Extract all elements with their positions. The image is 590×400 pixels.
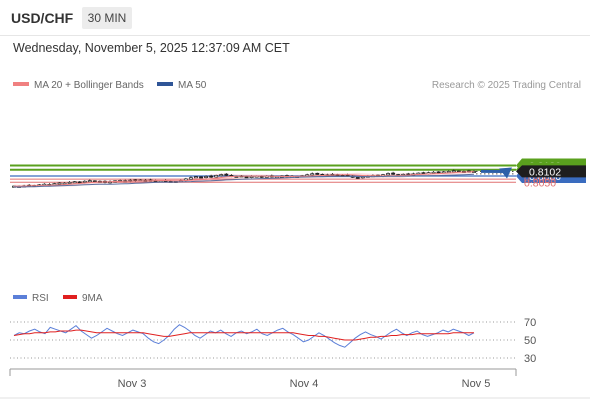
legend-ma50: MA 50 [157,80,206,91]
candle-body [386,173,391,176]
candle-body [72,181,77,184]
candle-body [57,182,62,185]
candle-body [310,173,315,176]
candle-body [214,175,219,178]
candle-body [244,176,249,179]
candle-body [67,181,72,184]
candle-body [315,172,320,175]
rsi-tick-label: 50 [524,335,536,347]
candle-body [421,172,426,175]
rsi-line [13,324,475,348]
x-tick-label: Nov 3 [118,378,147,390]
legend-rsi-label: RSI [32,293,49,304]
legend-rsi: RSI [13,293,49,304]
rsi-ma-line [13,329,474,341]
candle-body [355,176,360,179]
projection-arrow-head [499,167,512,179]
symbol-title: USD/CHF [11,10,74,26]
chart-header: USD/CHF 30 MIN [0,0,590,36]
ma20-swatch [13,82,29,87]
level-label-4: 0.8050 [524,177,556,189]
current-price-tag [516,165,586,178]
legend-ma20-label: MA 20 + Bollinger Bands [34,80,144,91]
candle-body [249,176,254,178]
ma20-line [13,171,475,187]
candle-body [219,174,224,177]
candle-body [87,180,92,183]
candle-body [391,172,396,175]
x-tick-label: Nov 4 [290,378,319,390]
legend-ma50-label: MA 50 [178,80,207,91]
legend-9ma: 9MA [63,293,103,304]
ma50-line [13,173,475,188]
candle-body [446,171,451,173]
rsi-tick-label: 70 [524,317,536,329]
x-tick-label: Nov 5 [462,378,491,390]
rsi-swatch [13,295,27,300]
timeframe-badge[interactable]: 30 MIN [82,7,132,29]
candle-body [209,175,214,178]
candle-body [199,176,203,179]
credit-text: Research © 2025 Trading Central [431,80,581,91]
candle-body [451,170,456,173]
legend-9ma-label: 9MA [82,293,103,304]
rsi-tick-label: 30 [524,353,536,365]
ma9-swatch [63,295,77,300]
legend-ma20: MA 20 + Bollinger Bands [13,80,144,91]
candle-body [188,177,193,180]
bollinger-band [14,170,474,188]
timestamp: Wednesday, November 5, 2025 12:37:09 AM … [13,41,290,55]
candle-body [224,173,229,176]
candle-body [204,176,209,178]
current-price-label: 0.8102 [529,166,561,178]
ma50-swatch [157,82,173,87]
candle-body [82,180,87,183]
candle-body [194,176,198,179]
candle-body [436,171,441,174]
